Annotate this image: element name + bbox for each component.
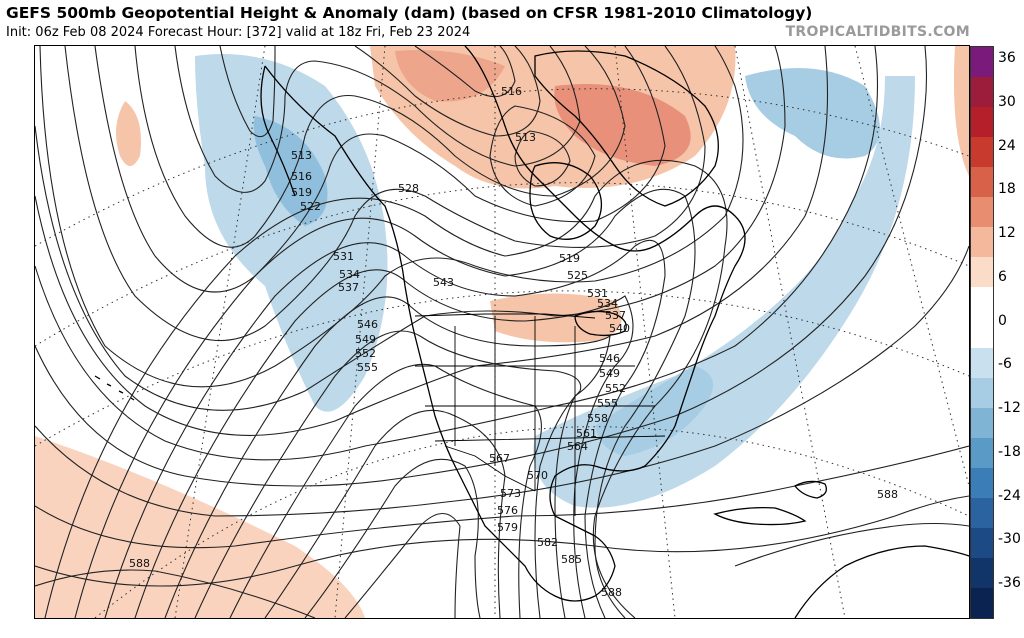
negative-anomaly-southeast [533, 76, 915, 508]
colorbar-tick-label: 30 [998, 93, 1016, 110]
contour-label: 582 [537, 536, 558, 549]
colorbar-segment [971, 377, 993, 409]
colorbar-segment [971, 287, 993, 318]
negative-anomaly-westcore [253, 116, 328, 226]
north-america-coast [264, 46, 746, 602]
contour-label: 573 [500, 487, 521, 500]
south-america-coast [794, 545, 969, 618]
contour-label: 537 [338, 281, 359, 294]
contour-label: 513 [291, 149, 312, 162]
coastlines [94, 46, 969, 618]
map-title: GEFS 500mb Geopotential Height & Anomaly… [6, 4, 813, 22]
contour-label: 543 [433, 276, 454, 289]
contour-label: 519 [291, 186, 312, 199]
colorbar-tick-label: 24 [998, 137, 1016, 154]
colorbar-segment [971, 257, 993, 288]
contour-label: 519 [559, 252, 580, 265]
colorbar-segment [971, 137, 993, 168]
contour-label: 522 [300, 200, 321, 213]
contour-label: 546 [599, 352, 620, 365]
colorbar-segment [971, 587, 993, 619]
colorbar-segment [971, 527, 993, 559]
contour-label: 549 [355, 333, 376, 346]
great-lakes [574, 310, 627, 337]
negative-anomaly-secore [595, 366, 713, 456]
contour-label: 564 [567, 440, 588, 453]
colorbar-tick-label: 6 [998, 268, 1007, 285]
contour-label: 546 [357, 318, 378, 331]
contour-label: 525 [567, 269, 588, 282]
negative-anomaly-atlantic [745, 68, 880, 159]
contour-label: 552 [605, 382, 626, 395]
positive-anomaly-pacific [116, 101, 141, 166]
contour-label: 537 [605, 309, 626, 322]
colorbar-segment [971, 437, 993, 469]
greenland-coast [534, 50, 719, 207]
contour-label: 585 [561, 553, 582, 566]
hudson-bay [529, 162, 602, 240]
colorbar-tick-label: 12 [998, 225, 1016, 241]
positive-anomaly-subtropics [35, 436, 365, 618]
colorbar-segment [971, 77, 993, 108]
contour-label: 534 [597, 297, 618, 310]
us-mexico-border [444, 445, 536, 492]
colorbar-tick-label: -30 [998, 531, 1021, 548]
state-lines-1 [454, 316, 576, 516]
colorbar-segment [971, 467, 993, 499]
hispaniola [794, 480, 828, 499]
colorbar-segment [971, 317, 993, 349]
contour-label: 549 [599, 367, 620, 380]
contour-label: 531 [587, 287, 608, 300]
colorbar-tick-label: -6 [998, 356, 1012, 373]
contour-label: 513 [515, 131, 536, 144]
contour-label: 528 [398, 182, 419, 195]
anomaly-colorbar [970, 46, 994, 619]
contour-label: 552 [355, 347, 376, 360]
contour-label: 588 [129, 557, 150, 570]
colorbar-tick-label: -12 [998, 400, 1021, 416]
colorbar-tick-label: -24 [998, 487, 1021, 504]
forecast-info: Init: 06z Feb 08 2024 Forecast Hour: [37… [6, 25, 471, 40]
colorbar-segment [971, 47, 993, 78]
positive-anomaly-east [953, 46, 969, 176]
colorbar-tick-label: -36 [998, 575, 1021, 591]
colorbar-tick-label: -18 [998, 443, 1021, 460]
contour-label: 555 [597, 397, 618, 410]
contour-label: 588 [601, 586, 622, 599]
contour-label: 576 [497, 504, 518, 517]
contour-label: 516 [291, 170, 312, 183]
height-anomaly-map: 513 516 519 522 528 531 534 537 543 546 … [34, 45, 970, 619]
contour-label: 531 [333, 250, 354, 263]
contour-label: 555 [357, 361, 378, 374]
contour-label: 570 [527, 469, 548, 482]
colorbar-segment [971, 167, 993, 198]
alaska-coast [260, 65, 296, 197]
colorbar-segment [971, 197, 993, 228]
contour-labels: 513 516 519 522 528 531 534 537 543 546 … [129, 85, 898, 599]
contour-label: 540 [609, 322, 630, 335]
colorbar-segment [971, 347, 993, 379]
cuba-islands [713, 506, 807, 526]
colorbar-segment [971, 557, 993, 589]
contour-label: 558 [587, 412, 608, 425]
contour-label: 561 [576, 427, 597, 440]
state-lines-2 [415, 365, 666, 442]
contour-label: 567 [489, 452, 510, 465]
aleutian-islands [94, 375, 135, 401]
colorbar-tick-label: 18 [998, 181, 1016, 198]
contour-label: 534 [339, 268, 360, 281]
colorbar-segment [971, 107, 993, 138]
contour-label: 516 [501, 85, 522, 98]
colorbar-segment [971, 497, 993, 529]
us-canada-border [414, 313, 596, 319]
contour-label: 588 [877, 488, 898, 501]
contour-label: 579 [497, 521, 518, 534]
colorbar-tick-label: 36 [998, 50, 1016, 66]
brand-watermark: TROPICALTIDBITS.COM [785, 24, 970, 40]
borders [414, 313, 666, 516]
colorbar-segment [971, 227, 993, 258]
colorbar-tick-label: 0 [998, 312, 1007, 329]
colorbar-segment [971, 407, 993, 439]
